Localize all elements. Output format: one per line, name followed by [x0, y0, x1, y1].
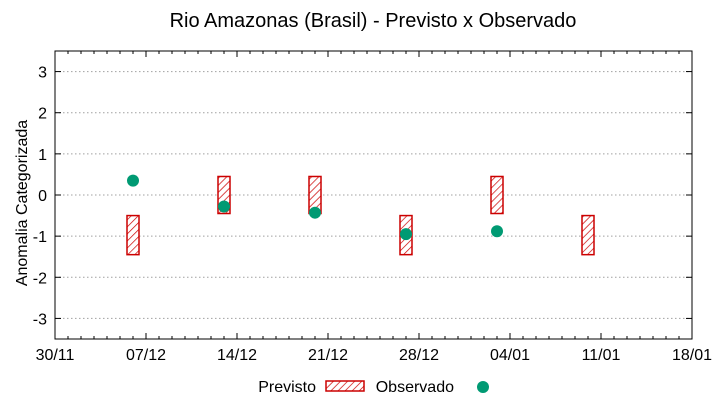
- previsto-box-0: [126, 214, 140, 256]
- observado-point-1: [218, 200, 230, 213]
- x-tick-label-4: 28/12: [399, 347, 439, 364]
- previsto-box-5: [581, 214, 595, 256]
- y-axis: -3 -2 -1 0 1 2 3: [33, 65, 692, 328]
- legend-label-observado: Observado: [376, 379, 454, 396]
- x-tick-label-7: 18/01: [672, 347, 712, 364]
- legend-label-previsto: Previsto: [258, 379, 316, 396]
- x-tick-label-0: 30/11: [36, 347, 75, 364]
- y-tick-label-6: 3: [38, 65, 47, 82]
- y-tick-label-5: 2: [38, 106, 47, 123]
- observado-point-2: [309, 206, 321, 219]
- observado-series: [127, 174, 503, 241]
- previsto-series: [126, 175, 595, 256]
- x-tick-label-6: 11/01: [582, 347, 621, 364]
- legend-swatch-observado: [477, 381, 489, 393]
- y-tick-label-1: -2: [33, 270, 47, 287]
- x-tick-label-1: 07/12: [126, 347, 166, 364]
- x-tick-label-2: 14/12: [217, 347, 257, 364]
- y-axis-label: Anomalia Categorizada: [14, 120, 31, 286]
- x-axis: 30/11 07/12 14/12 21/12 28/12 04/01 11/01 18/01: [36, 51, 712, 364]
- chart-title: Rio Amazonas (Brasil) - Previsto x Obser…: [170, 10, 577, 32]
- y-tick-label-0: -3: [33, 311, 47, 328]
- gridlines: [55, 71, 692, 319]
- observado-point-4: [491, 225, 503, 238]
- legend: Previsto Observado: [258, 379, 489, 396]
- y-tick-label-2: -1: [33, 229, 47, 246]
- x-tick-label-3: 21/12: [308, 347, 348, 364]
- y-tick-label-3: 0: [38, 188, 47, 205]
- previsto-box-4: [490, 175, 504, 215]
- observado-point-3: [400, 228, 412, 241]
- legend-swatch-previsto: [325, 380, 365, 392]
- y-tick-label-4: 1: [38, 147, 47, 164]
- observado-point-0: [127, 174, 139, 187]
- x-tick-label-5: 04/01: [490, 347, 530, 364]
